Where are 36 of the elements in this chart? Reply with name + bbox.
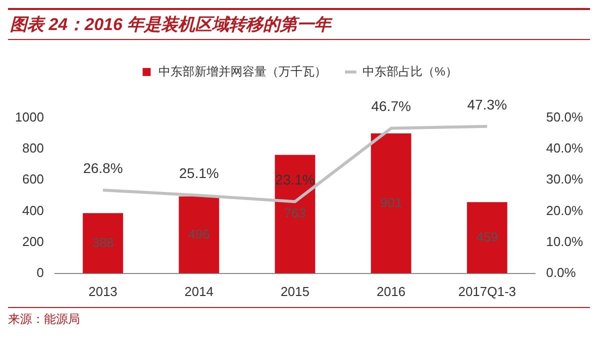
data-label: 459 — [476, 229, 498, 244]
data-label: 23.1% — [275, 171, 315, 188]
y2-tick-label: 40.0% — [546, 140, 584, 156]
data-label: 26.8% — [83, 160, 123, 176]
legend-label: 中东部新增并网容量（万千瓦） — [158, 64, 327, 78]
y2-tick-label: 30.0% — [546, 172, 584, 187]
y-tick-label: 800 — [22, 140, 44, 156]
y-tick-label: 1000 — [15, 110, 44, 125]
y-tick-label: 600 — [22, 172, 44, 187]
bar — [466, 202, 508, 274]
bar — [370, 133, 412, 274]
y-tick-label: 400 — [22, 202, 44, 218]
y2-tick-label: 10.0% — [546, 234, 584, 249]
x-tick-label: 2014 — [184, 284, 214, 299]
data-label: 47.3% — [467, 96, 507, 112]
y-tick-label: 200 — [22, 234, 44, 249]
data-label: 388 — [92, 234, 114, 250]
chart-title: 图表 24：2016 年是装机区域转移的第一年 — [10, 14, 334, 36]
bar — [274, 154, 316, 274]
data-label: 46.7% — [371, 98, 411, 114]
bar — [178, 196, 220, 274]
data-label: 763 — [284, 206, 306, 221]
y2-tick-label: 20.0% — [546, 202, 584, 218]
y-tick-label: 0 — [36, 264, 44, 280]
x-tick-label: 2016 — [376, 284, 406, 299]
legend-label: 中东部占比（%） — [362, 64, 458, 78]
data-label: 496 — [188, 226, 210, 242]
data-label: 25.1% — [179, 165, 219, 182]
x-tick-label: 2015 — [280, 284, 310, 299]
y2-tick-label: 0.0% — [546, 264, 576, 280]
source-note: 来源：能源局 — [8, 311, 81, 328]
data-label: 901 — [380, 194, 402, 210]
y2-tick-label: 50.0% — [546, 110, 584, 125]
bar — [82, 213, 124, 274]
x-tick-label: 2017Q1-3 — [458, 284, 516, 299]
x-tick-label: 2013 — [88, 284, 118, 299]
